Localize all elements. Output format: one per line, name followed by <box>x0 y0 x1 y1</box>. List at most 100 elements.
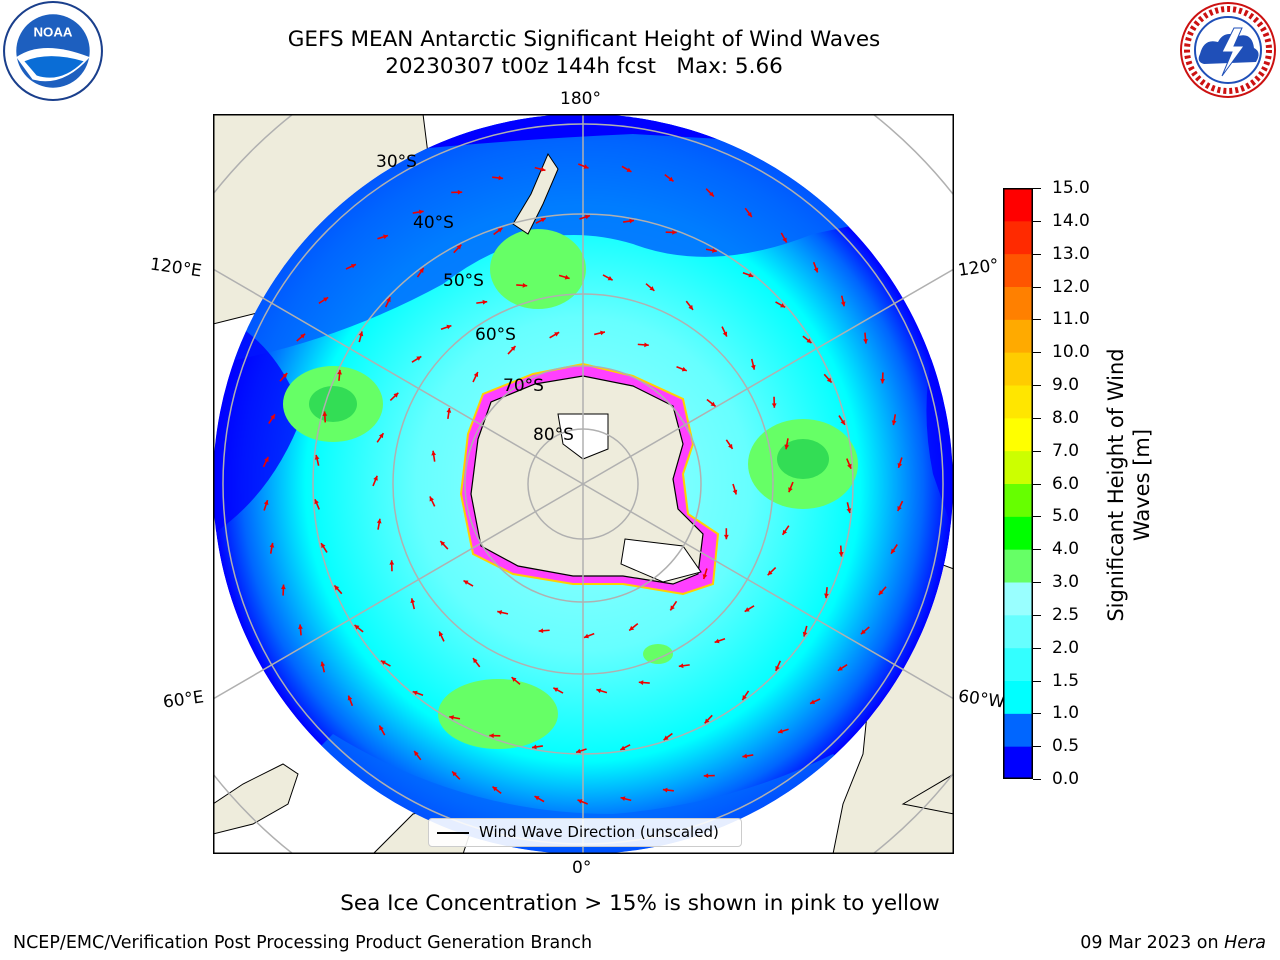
wind-wave-arrowhead <box>778 728 783 734</box>
colorbar-segment <box>1003 450 1033 484</box>
wind-wave-arrowhead <box>722 331 728 337</box>
wind-wave-arrowhead <box>670 605 675 611</box>
wind-wave-arrowhead <box>723 534 729 540</box>
colorbar-segment <box>1003 319 1033 353</box>
wind-wave-arrowhead <box>672 229 677 235</box>
lon-label-120e: 120°E <box>148 254 203 282</box>
wind-wave-arrowhead <box>704 718 710 724</box>
wind-wave-arrowhead <box>662 787 668 793</box>
wind-wave-arrowhead <box>438 631 444 637</box>
wind-wave-arrowhead <box>522 283 528 288</box>
wind-wave-arrowhead <box>577 799 583 804</box>
colorbar-segment <box>1003 582 1033 616</box>
wind-wave-arrowhead <box>897 506 902 512</box>
wind-wave-arrowhead <box>322 411 328 416</box>
wind-wave-arrowhead <box>463 580 469 585</box>
colorbar-segment <box>1003 713 1033 747</box>
wind-wave-arrowhead <box>782 237 787 243</box>
wind-wave-arrowhead <box>540 218 546 223</box>
wind-wave-arrowhead <box>583 633 589 639</box>
wind-wave-arrowhead <box>449 715 454 720</box>
colorbar-tick <box>1033 483 1041 485</box>
colorbar-tick-label: 0.5 <box>1052 736 1080 757</box>
wind-wave-arrowhead <box>564 274 570 280</box>
wind-wave-arrowhead <box>810 699 816 704</box>
lat-label-40s: 40°S <box>413 213 454 233</box>
wind-wave-arrowhead <box>414 750 419 756</box>
lat-label-80s: 80°S <box>533 425 574 445</box>
wind-wave-arrowhead <box>607 275 613 281</box>
wind-wave-arrowhead <box>891 420 897 426</box>
wind-wave-arrowhead <box>747 212 752 218</box>
wind-wave-arrowhead <box>838 552 844 557</box>
wind-wave-arrowhead <box>489 733 494 739</box>
wind-wave-arrowhead <box>379 725 384 731</box>
wind-wave-arrowhead <box>376 518 382 524</box>
colorbar-segment <box>1003 549 1033 583</box>
legend-line-swatch <box>437 832 469 834</box>
wind-wave-arrowhead <box>806 338 812 344</box>
wind-wave-arrowhead <box>629 218 634 224</box>
colorbar-tick-label: 15.0 <box>1052 178 1090 198</box>
wind-wave-arrowhead <box>824 593 829 599</box>
colorbar-tick-label: 1.5 <box>1052 670 1080 691</box>
wind-wave-arrowhead <box>534 796 540 801</box>
nws-logo <box>1180 2 1276 98</box>
colorbar-tick-label: 3.0 <box>1052 572 1080 592</box>
wind-wave-arrowhead <box>826 377 832 383</box>
footer-host: Hera <box>1224 933 1266 953</box>
wind-wave-arrowhead <box>263 500 269 505</box>
colorbar-segment <box>1003 220 1033 255</box>
colorbar <box>1003 188 1033 779</box>
lat-label-70s: 70°S <box>503 376 544 396</box>
colorbar-label: Significant Height of Wind Waves [m] <box>1104 348 1154 622</box>
colorbar-tick <box>1033 647 1041 649</box>
wind-wave-arrowhead <box>771 403 777 408</box>
colorbar-segment <box>1003 188 1033 222</box>
wind-wave-arrowhead <box>710 401 716 407</box>
wind-wave-arrowhead <box>732 489 738 495</box>
colorbar-tick <box>1033 352 1041 354</box>
wind-wave-arrowhead <box>419 267 424 273</box>
wind-wave-arrowhead <box>446 324 452 330</box>
colorbar-segment <box>1003 352 1033 386</box>
lat-label-30s: 30°S <box>376 152 417 172</box>
wind-wave-arrowhead <box>649 286 655 291</box>
colorbar-segment <box>1003 746 1033 779</box>
antarctica <box>459 362 720 596</box>
wind-wave-arrowhead <box>354 624 360 630</box>
colorbar-tick-label: 10.0 <box>1052 342 1090 363</box>
wind-wave-arrowhead <box>681 366 687 372</box>
wind-wave-arrowhead <box>373 475 378 481</box>
wind-wave-arrowhead <box>482 299 488 305</box>
colorbar-tick-label: 13.0 <box>1052 243 1090 264</box>
svg-text:NOAA: NOAA <box>33 25 72 40</box>
colorbar-tick <box>1033 582 1041 583</box>
wind-wave-arrows <box>262 163 904 805</box>
colorbar-tick <box>1033 253 1041 255</box>
wind-wave-arrowhead <box>600 330 605 336</box>
colorbar-segment <box>1003 647 1033 681</box>
footer-date: 09 Mar 2023 on Hera <box>1080 933 1266 953</box>
wind-wave-arrowhead <box>452 771 457 777</box>
wind-wave-arrowhead <box>498 175 504 181</box>
wind-wave-arrowhead <box>473 658 478 664</box>
wind-wave-arrowhead <box>620 796 626 802</box>
wind-wave-arrowhead <box>416 356 422 361</box>
sea-ice-note: Sea Ice Concentration > 15% is shown in … <box>340 891 940 916</box>
wind-wave-arrowhead <box>378 433 384 439</box>
lon-label-180: 180° <box>560 89 601 109</box>
wind-wave-arrowhead <box>678 663 684 669</box>
wind-wave-arrowhead <box>492 786 498 792</box>
wind-wave-arrowhead <box>334 585 340 591</box>
chart-title: GEFS MEAN Antarctic Significant Height o… <box>184 26 984 80</box>
wind-wave-arrowhead <box>688 304 693 310</box>
colorbar-segment <box>1003 385 1033 419</box>
wind-wave-arrowhead <box>891 548 896 554</box>
lon-label-60e: 60°E <box>161 687 206 713</box>
wind-wave-arrowhead <box>837 666 843 671</box>
colorbar-tick <box>1033 746 1041 748</box>
wind-wave-arrowhead <box>840 301 846 307</box>
wind-wave-arrowhead <box>323 297 329 302</box>
colorbar-tick-label: 8.0 <box>1052 407 1080 428</box>
